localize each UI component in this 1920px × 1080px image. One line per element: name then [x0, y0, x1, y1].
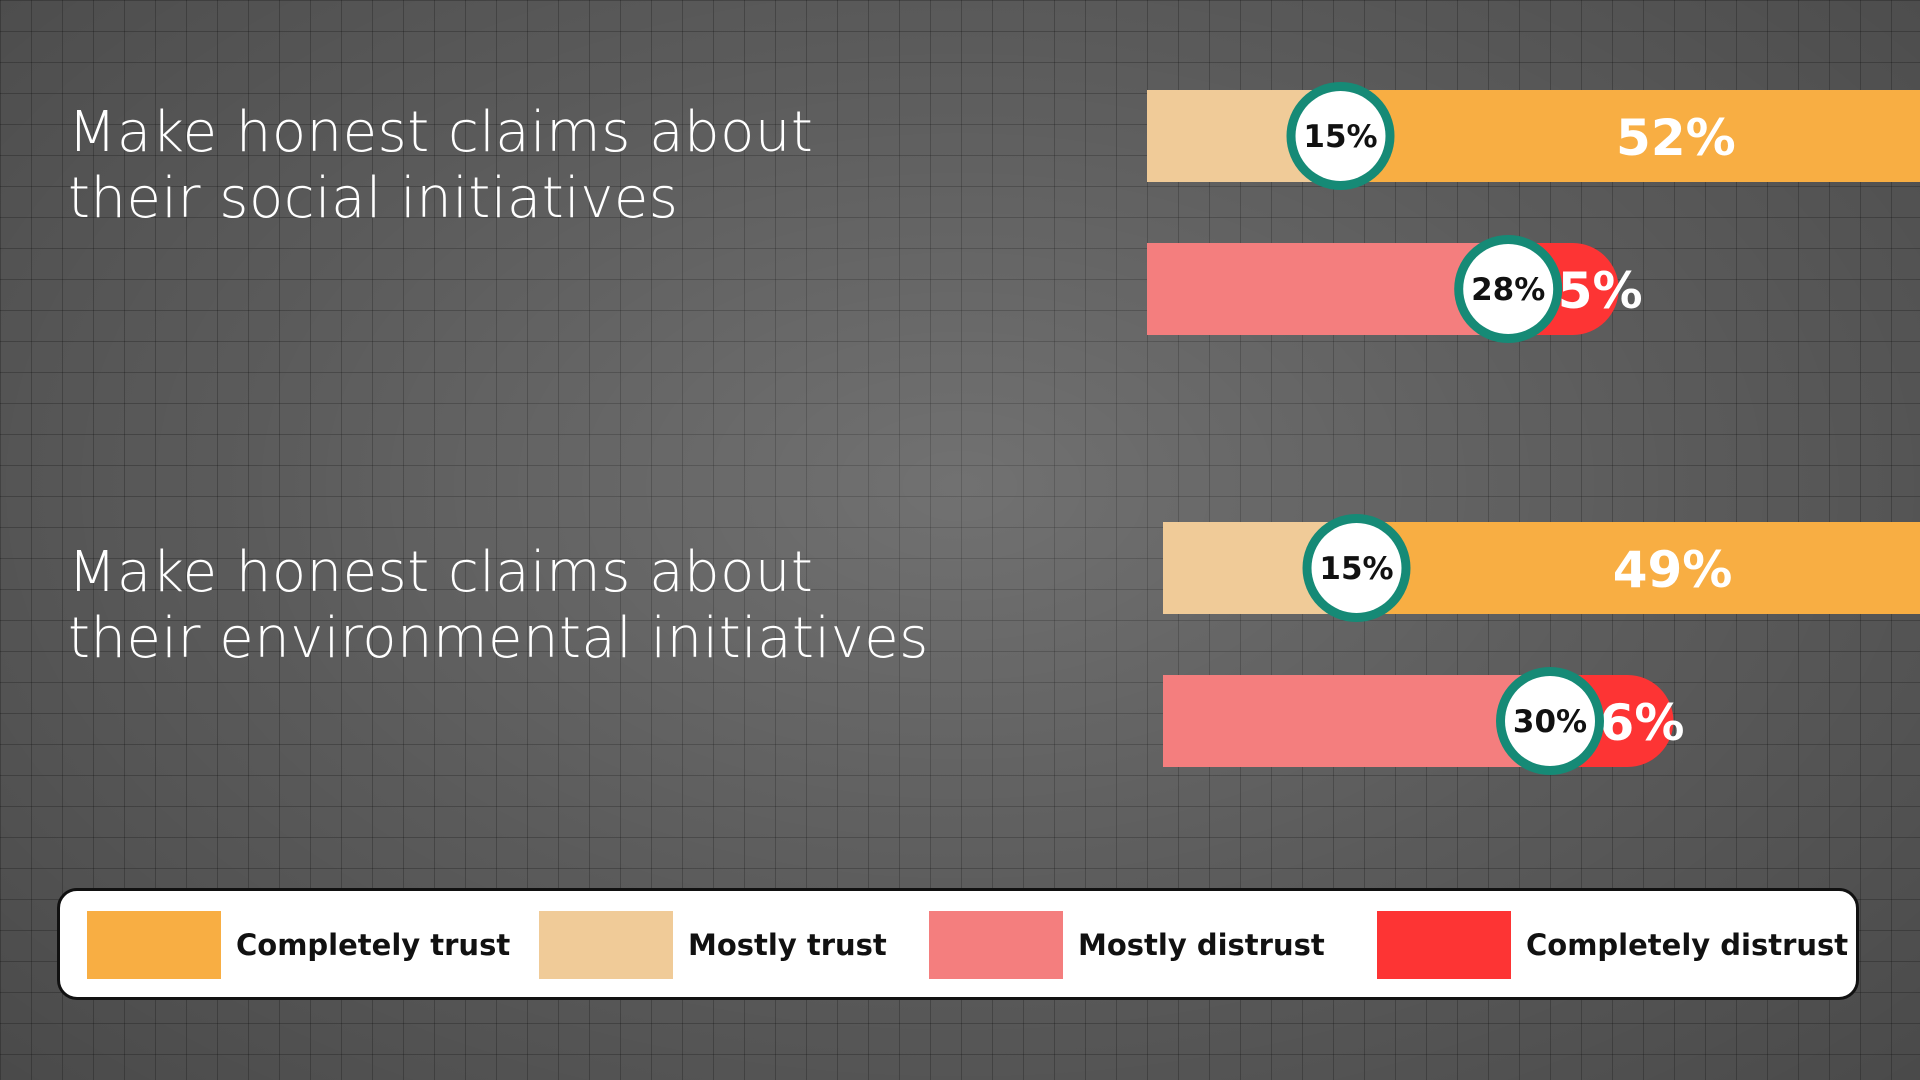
legend-label: Completely trust [236, 928, 511, 962]
question-title-environmental: Make honest claims about their environme… [68, 540, 929, 672]
legend-item-mostly-distrust: Mostly distrust [929, 911, 1325, 979]
legend-swatch-mostly-distrust [929, 911, 1063, 979]
badge-fill [1311, 523, 1402, 613]
question-line: their environmental initiatives [68, 606, 929, 671]
badge-value-label: 30% [1513, 704, 1587, 740]
bar-completely-trust [1356, 522, 1920, 614]
badge-fill [1505, 676, 1595, 766]
legend-item-completely-trust: Completely trust [87, 911, 510, 979]
question-line: Make honest claims about [68, 540, 814, 605]
bar-mostly-distrust [1147, 243, 1511, 335]
legend-label: Completely distrust [1526, 928, 1849, 962]
badge-value-label: 15% [1319, 551, 1393, 587]
badge-value-label: 15% [1303, 119, 1377, 155]
legend-swatch-mostly-trust [539, 911, 673, 979]
legend-item-completely-distrust: Completely distrust [1377, 911, 1848, 979]
chart-legend: Completely trust Mostly trust Mostly dis… [57, 888, 1859, 1000]
question-line: Make honest claims about [68, 100, 814, 165]
legend-label: Mostly distrust [1078, 928, 1325, 962]
completely-trust-value-label: 49% [1613, 541, 1733, 599]
question-title-social: Make honest claims about their social in… [68, 100, 813, 232]
legend-item-mostly-trust: Mostly trust [539, 911, 887, 979]
badge-fill [1463, 244, 1554, 334]
legend-swatch-completely-trust [87, 911, 221, 979]
question-line: their social initiatives [68, 166, 679, 231]
badge-value-label: 28% [1471, 272, 1545, 308]
bar-mostly-distrust [1163, 675, 1552, 767]
bar-completely-trust [1340, 90, 1920, 182]
legend-label: Mostly trust [688, 928, 887, 962]
legend-swatch-completely-distrust [1377, 911, 1511, 979]
completely-distrust-value-label: 6% [1600, 694, 1685, 752]
completely-trust-value-label: 52% [1616, 109, 1736, 167]
completely-distrust-value-label: 5% [1558, 262, 1643, 320]
badge-fill [1295, 91, 1386, 181]
